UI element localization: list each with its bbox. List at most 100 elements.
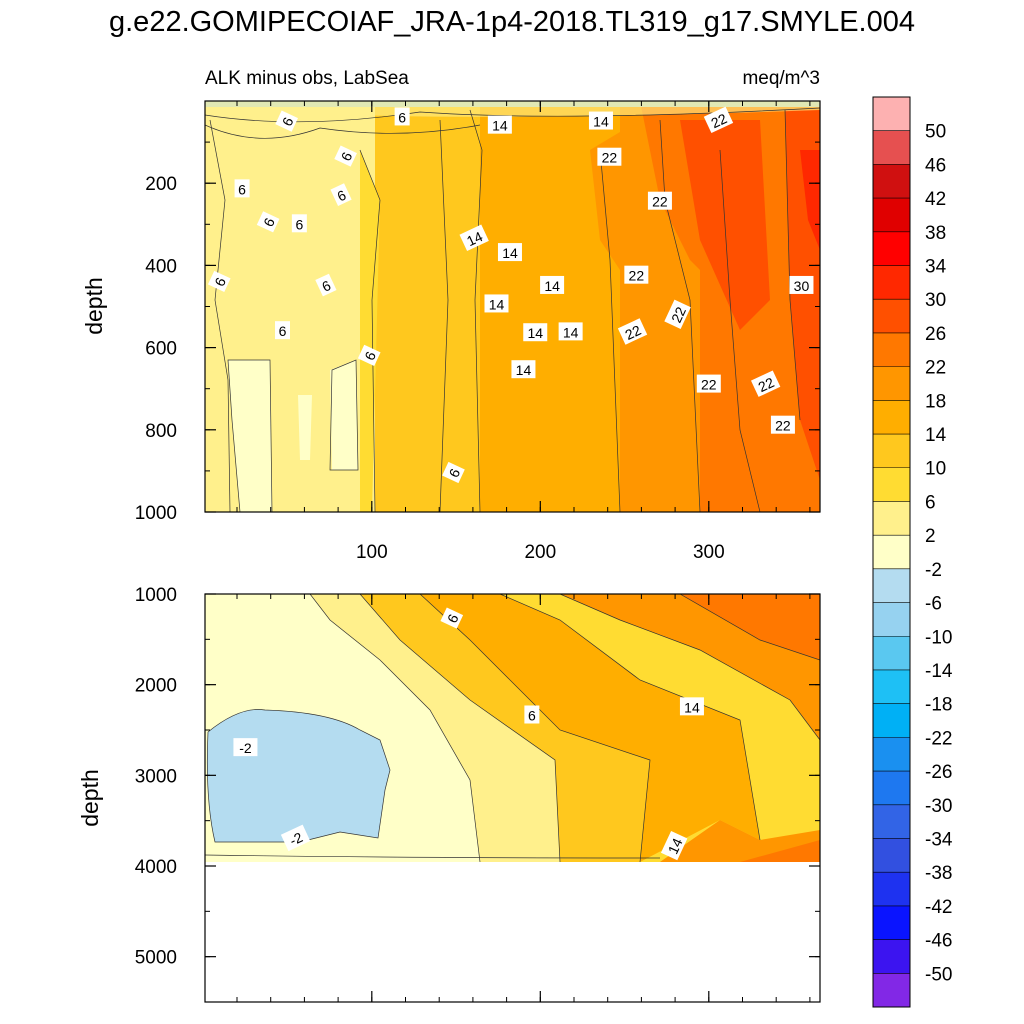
colorbar-label: 18: [925, 391, 946, 412]
colorbar-label: -42: [925, 897, 952, 918]
contour-label-bg: [664, 299, 691, 329]
colorbar-label: 34: [925, 257, 947, 278]
y-tick-label: 200: [145, 174, 177, 195]
contour-label-bg: [207, 270, 231, 293]
top-y-axis-title: depth: [81, 277, 107, 335]
colorbar-swatch: [873, 905, 910, 940]
colorbar-label: -14: [925, 661, 953, 682]
contour-label-text: 22: [775, 418, 791, 434]
contour-label-bg: [789, 275, 814, 294]
contour-label: 6: [291, 214, 307, 233]
colorbar-label: -46: [925, 931, 952, 952]
contour-label-bg: [442, 461, 465, 484]
colorbar-swatch: [873, 467, 910, 502]
contour-label: 14: [459, 224, 489, 252]
top-contour-lines: [205, 107, 820, 512]
colorbar-swatch: [873, 231, 910, 266]
contour-label-bg: [770, 415, 795, 434]
contour-label: 22: [664, 299, 691, 329]
top-contour-fill: [205, 101, 820, 512]
contour-label-bg: [558, 322, 583, 341]
contour-label-text: 22: [623, 322, 644, 343]
subtitle-left: ALK minus obs, LabSea: [205, 68, 409, 89]
contour-label-bg: [696, 374, 721, 393]
units-label: meq/m^3: [742, 68, 820, 89]
bottom-contour-fill: [205, 594, 820, 1002]
contour-label-bg: [459, 224, 489, 252]
colorbar-swatch: [873, 501, 910, 536]
colorbar-swatch: [873, 332, 910, 367]
contour-label: 22: [750, 370, 781, 397]
contour-label: 6: [524, 705, 540, 724]
contour-label-bg: [524, 705, 540, 724]
contour-label-bg: [484, 294, 509, 313]
colorbar-label: -2: [925, 560, 942, 581]
contour-label-bg: [256, 211, 280, 233]
contour-label: 6: [234, 179, 250, 198]
contour-label-bg: [280, 824, 311, 852]
colorbar: 50 46 42 38 34 30 26 22 18 14 10 6 2 -2 -6 -10 -14 -18 -22…: [872, 96, 953, 1008]
contour-label: 6: [442, 461, 465, 484]
contour-label-text: 14: [527, 325, 543, 341]
contour-label: 6: [207, 270, 231, 293]
colorbar-label: -10: [925, 627, 952, 648]
contour-label: 14: [497, 243, 522, 262]
contour-label-bg: [315, 273, 337, 297]
contour-label-text: 22: [629, 268, 645, 284]
colorbar-swatch: [873, 872, 910, 907]
colorbar-swatch: [873, 804, 910, 839]
contour-label: 14: [540, 275, 565, 294]
bottom-contour-lines: [205, 594, 820, 863]
contour-label: 22: [770, 415, 795, 434]
x-tick-label: 200: [524, 542, 556, 563]
y-tick-label: 1000: [135, 503, 177, 524]
contour-label-text: 14: [563, 324, 579, 340]
contour-label: 22: [696, 374, 721, 393]
contour-label: 22: [624, 265, 649, 284]
contour-label: 14: [487, 115, 512, 134]
contour-label-bg: [330, 183, 352, 206]
y-tick-label: 5000: [135, 948, 177, 969]
colorbar-label: 50: [925, 122, 946, 143]
colorbar-swatch: [873, 198, 910, 233]
contour-label-text: 22: [701, 377, 717, 393]
y-tick-label: 400: [145, 256, 177, 277]
contour-label-text: 6: [528, 707, 536, 723]
contour-label-bg: [750, 370, 781, 397]
bottom-panel: 6 14 6 -2 -2 14 1000 2000 3000 4000 5000 depth: [77, 585, 821, 1003]
colorbar-label: -38: [925, 863, 952, 884]
contour-label-text: 14: [593, 114, 609, 130]
contour-label: 6: [330, 183, 352, 206]
colorbar-swatch: [873, 771, 910, 806]
colorbar-label: 2: [925, 526, 936, 547]
contour-label-bg: [487, 115, 512, 134]
contour-label: 6: [440, 607, 464, 629]
contour-label-bg: [275, 321, 291, 340]
y-tick-label: 4000: [135, 857, 177, 878]
colorbar-label: 42: [925, 189, 946, 210]
y-tick-label: 3000: [135, 766, 177, 787]
contour-label-text: 14: [464, 228, 485, 249]
contour-label: -2: [280, 824, 311, 852]
colorbar-swatch: [873, 602, 910, 637]
colorbar-swatch: [873, 737, 910, 772]
contour-label-text: 22: [652, 194, 668, 210]
contour-label-text: 22: [756, 374, 777, 395]
contour-label-bg: [334, 145, 357, 167]
figure-title: g.e22.GOMIPECOIAF_JRA-1p4-2018.TL319_g17…: [109, 6, 915, 38]
colorbar-label: 10: [925, 459, 946, 480]
contour-label: 14: [558, 322, 583, 341]
colorbar-swatch: [873, 669, 910, 704]
contour-label-bg: [679, 697, 704, 716]
contour-label-bg: [234, 179, 250, 198]
contour-label: 22: [617, 318, 648, 345]
contour-label-bg: [660, 830, 688, 861]
contour-label-text: 30: [794, 278, 810, 294]
colorbar-swatch: [873, 164, 910, 199]
contour-label: 6: [357, 344, 381, 366]
bottom-y-axis: 1000 2000 3000 4000 5000: [135, 585, 820, 1003]
contour-label-bg: [523, 323, 548, 342]
colorbar-swatch: [873, 130, 910, 165]
contour-label-text: 6: [238, 181, 246, 197]
